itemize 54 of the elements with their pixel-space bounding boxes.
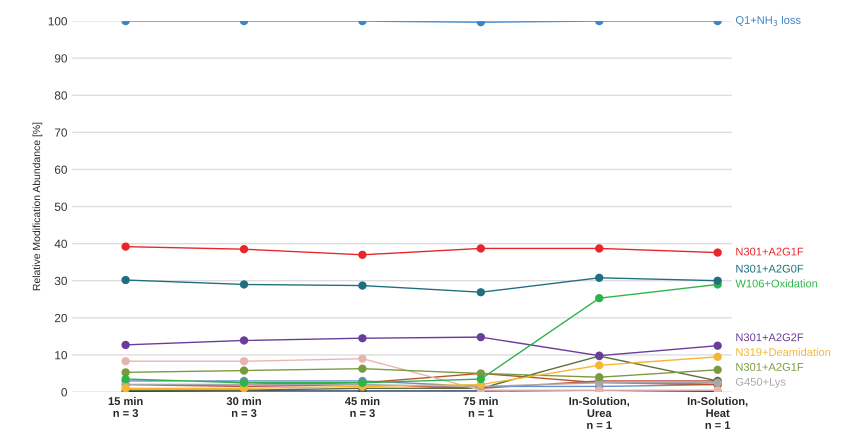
point: [358, 334, 367, 342]
point: [358, 250, 367, 259]
point: [240, 357, 248, 366]
point: [358, 354, 367, 363]
point: [358, 281, 367, 290]
y-tick-label: 40: [54, 240, 68, 248]
point: [713, 352, 722, 361]
point: [595, 244, 604, 253]
point: [476, 288, 486, 296]
x-tick-label: 30 min n = 3: [226, 396, 261, 418]
y-tick-label: 10: [55, 350, 68, 360]
series-label: N301+A2G0F: [736, 264, 804, 273]
point: [240, 280, 248, 289]
point: [713, 366, 722, 374]
y-tick-label: 100: [48, 17, 68, 26]
point: [240, 366, 248, 375]
y-tick-label: 0: [61, 388, 68, 396]
point: [121, 340, 130, 350]
x-tick-label: In-Solution, Urea n = 1: [569, 396, 630, 429]
x-tick-label: 75 min n = 1: [464, 396, 498, 417]
y-axis-title: Relative Modification Abundance [%]: [32, 122, 42, 290]
series-label: N301+A2G1F: [736, 363, 804, 371]
point: [476, 244, 486, 253]
point: [121, 276, 130, 284]
point: [595, 294, 604, 302]
point: [595, 274, 604, 282]
y-tick-label: 30: [54, 276, 68, 286]
y-tick-label: 90: [54, 54, 68, 63]
point: [240, 245, 248, 254]
point: [240, 336, 248, 345]
point: [713, 276, 722, 285]
y-tick-label: 70: [54, 128, 68, 137]
point: [121, 242, 130, 251]
series-label: Q1+NH$_{3}$ loss: [736, 16, 801, 26]
point: [713, 341, 722, 350]
y-tick-label: 80: [54, 91, 68, 100]
point: [595, 361, 604, 370]
series-label: N301+A2G2F: [736, 333, 804, 342]
x-tick-label: In-Solution, Heat n = 1: [688, 396, 748, 429]
point: [713, 248, 722, 257]
x-tick-label: 45 min n = 3: [345, 396, 380, 418]
series-label: G450+Lys: [736, 378, 786, 388]
series-label: N319+Deamidation: [736, 348, 830, 356]
point: [476, 374, 486, 384]
point: [121, 357, 130, 366]
y-tick-label: 60: [54, 165, 68, 174]
y-tick-label: 20: [54, 314, 68, 322]
point: [595, 373, 604, 382]
point: [476, 332, 486, 342]
point: [358, 364, 367, 373]
series-label: W106+Oxidation: [735, 279, 818, 288]
series-label: N301+A2G1F: [736, 248, 804, 256]
y-tick-label: 50: [54, 202, 68, 211]
x-tick-label: 15 min n = 3: [108, 396, 143, 418]
